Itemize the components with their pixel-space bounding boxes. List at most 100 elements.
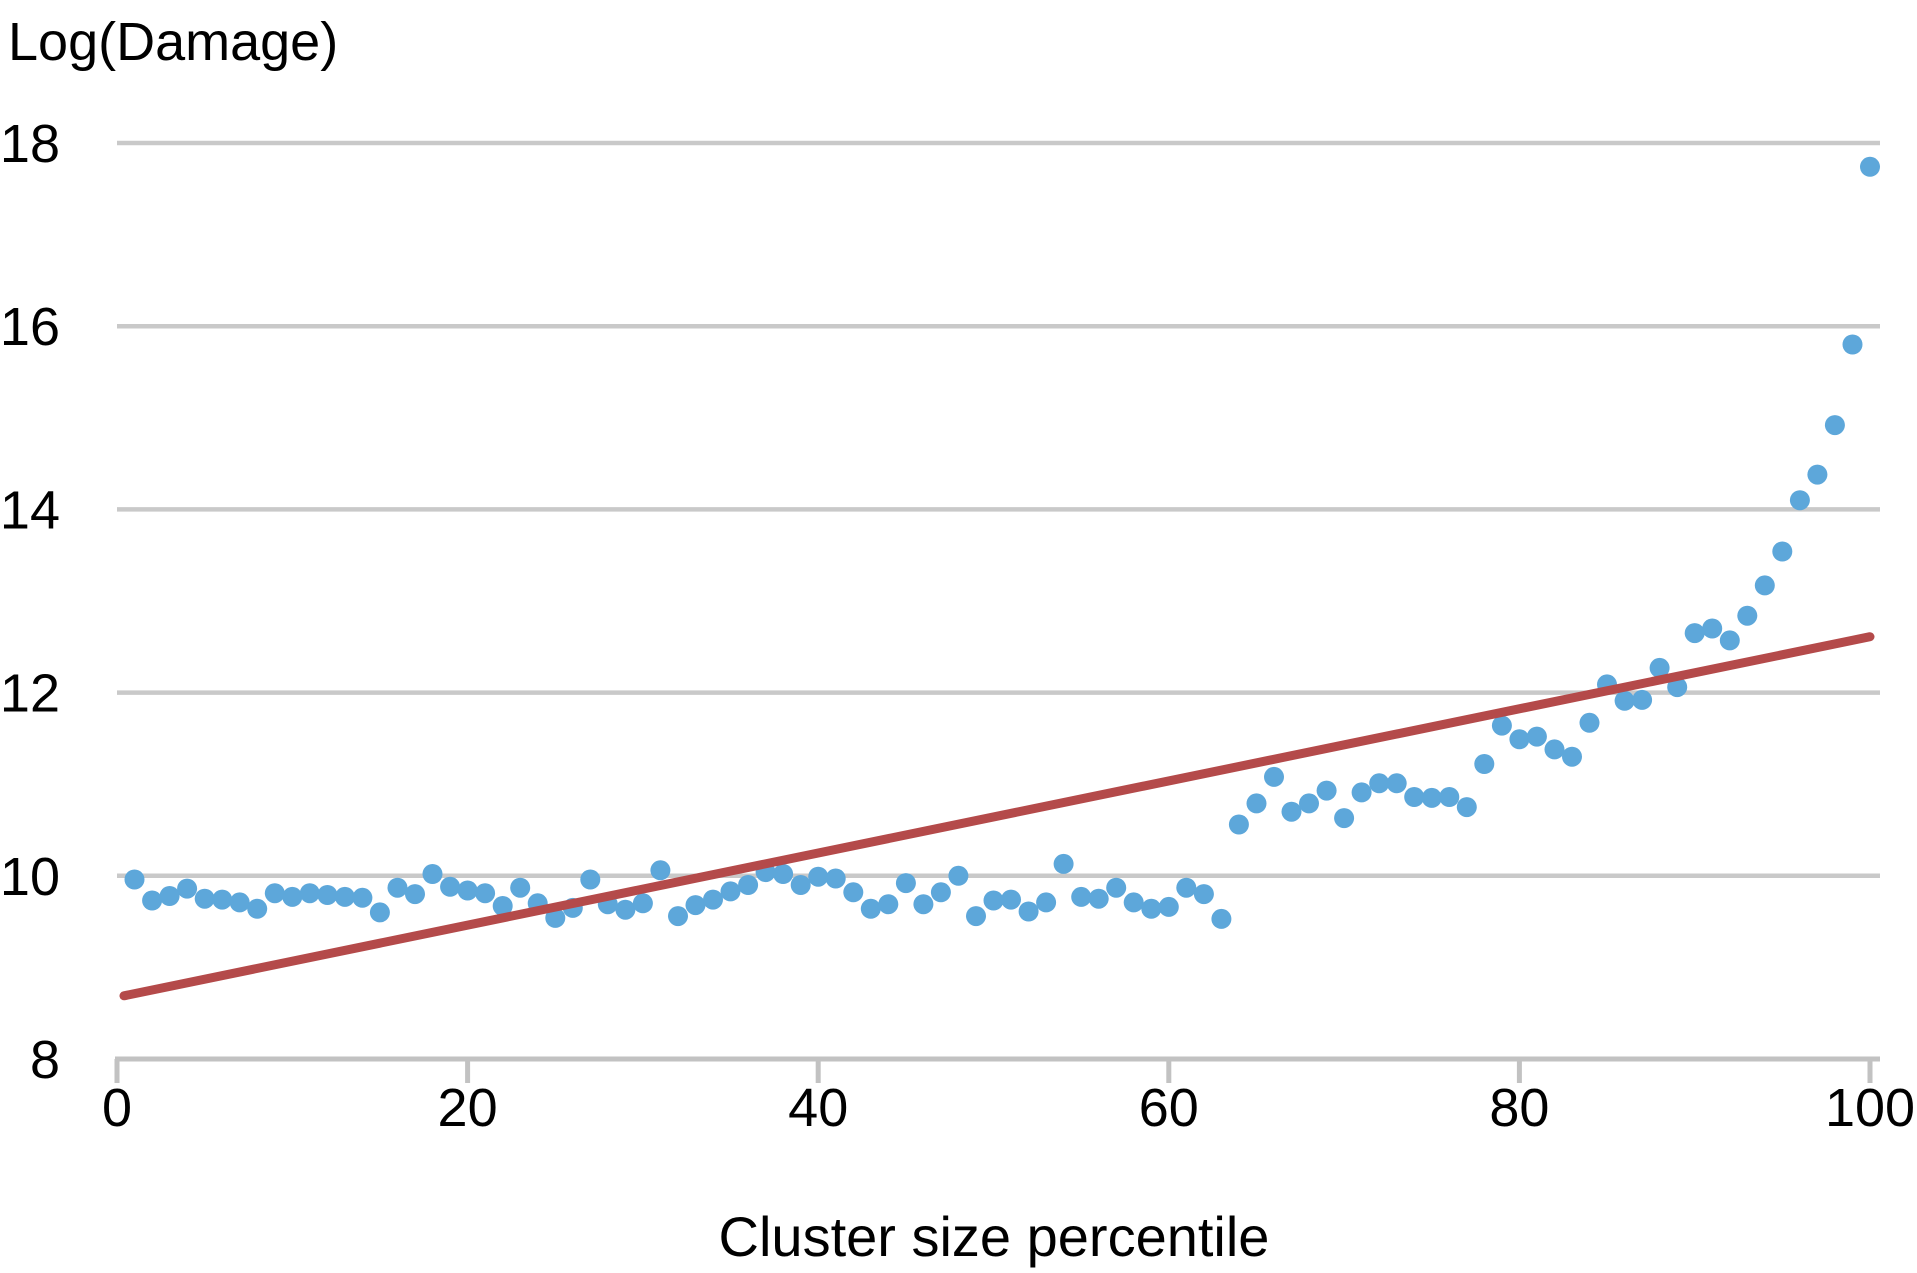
scatter-points (124, 156, 1880, 929)
data-point (1316, 780, 1337, 801)
data-point (983, 890, 1004, 911)
data-point (948, 865, 969, 886)
data-point (790, 875, 811, 895)
data-point (930, 882, 951, 903)
data-point (1842, 334, 1863, 355)
data-point (1386, 773, 1407, 794)
data-point (212, 889, 233, 910)
data-point (895, 873, 916, 894)
data-point (1439, 787, 1460, 807)
data-point (1649, 657, 1670, 678)
data-point (1772, 541, 1793, 562)
x-tick-label: 20 (438, 1078, 498, 1138)
x-axis (114, 1056, 1880, 1083)
data-point (1141, 898, 1162, 919)
data-point (1001, 889, 1021, 910)
data-point (632, 893, 653, 914)
trend-line (119, 632, 1875, 1001)
data-point (1667, 677, 1688, 698)
data-point (475, 883, 496, 904)
data-point (1702, 618, 1723, 639)
data-point (1106, 877, 1127, 898)
data-point (492, 896, 513, 916)
data-point (387, 877, 408, 898)
data-point (913, 894, 934, 915)
x-tick-label: 60 (1139, 1078, 1199, 1138)
y-axis-title: Log(Damage) (8, 12, 338, 72)
gridlines (117, 140, 1880, 879)
data-point (247, 898, 268, 919)
data-point (1228, 814, 1249, 835)
data-point (440, 876, 461, 897)
data-point (1614, 690, 1635, 711)
data-point (352, 887, 373, 908)
data-point (177, 878, 198, 899)
y-tick-label: 18 (0, 114, 60, 174)
data-point (703, 889, 723, 910)
data-point (1579, 712, 1600, 733)
data-point (369, 902, 390, 923)
data-point (1281, 801, 1302, 822)
data-point (878, 894, 899, 915)
data-point (1053, 853, 1074, 874)
x-tick-label: 80 (1489, 1078, 1549, 1138)
data-point (334, 886, 355, 907)
x-tick-label: 0 (102, 1078, 132, 1138)
data-point (843, 882, 864, 903)
data-point (685, 895, 706, 916)
data-point (229, 892, 250, 913)
data-point (1123, 892, 1144, 913)
data-point (1456, 797, 1477, 818)
y-tick-label: 8 (30, 1030, 60, 1090)
data-point (1509, 729, 1530, 750)
data-point (860, 898, 881, 919)
data-point (1158, 896, 1179, 917)
data-point (738, 875, 759, 895)
data-point (545, 907, 566, 928)
data-point (1018, 901, 1039, 922)
data-point (1299, 793, 1319, 814)
data-point (1421, 787, 1442, 808)
x-tick-label: 40 (788, 1078, 848, 1138)
data-point (1789, 490, 1810, 511)
data-point (1334, 808, 1355, 829)
data-point (1491, 715, 1512, 736)
data-point (808, 866, 829, 887)
data-point (1632, 689, 1653, 710)
data-point (825, 868, 846, 889)
data-point (720, 881, 741, 902)
data-point (317, 885, 338, 905)
data-point (966, 906, 986, 927)
data-point (1211, 908, 1232, 929)
data-point (1264, 766, 1284, 787)
data-point (422, 864, 443, 884)
data-point (1526, 726, 1547, 747)
data-point (1071, 886, 1092, 907)
data-point (1824, 415, 1845, 436)
data-point (1719, 630, 1740, 651)
data-point (615, 899, 636, 920)
data-point (1193, 884, 1214, 905)
y-tick-label: 14 (0, 480, 60, 540)
data-point (650, 860, 671, 881)
data-point (1036, 892, 1057, 913)
y-tick-label: 16 (0, 297, 60, 357)
data-point (1351, 782, 1372, 803)
data-point (1369, 773, 1390, 794)
data-point (1754, 575, 1775, 596)
data-point (1860, 156, 1880, 177)
data-point (194, 888, 215, 909)
data-point (1246, 793, 1267, 814)
data-point (773, 864, 794, 884)
x-tick-labels: 0 20 40 60 80 100 (102, 1078, 1915, 1138)
data-point (405, 884, 425, 905)
data-point (1176, 877, 1197, 898)
y-tick-label: 12 (0, 664, 60, 724)
data-point (282, 886, 303, 907)
data-point (1404, 787, 1425, 807)
data-point (457, 880, 478, 901)
data-point (1088, 888, 1109, 909)
y-tick-label: 10 (0, 847, 60, 907)
data-point (1737, 605, 1758, 626)
